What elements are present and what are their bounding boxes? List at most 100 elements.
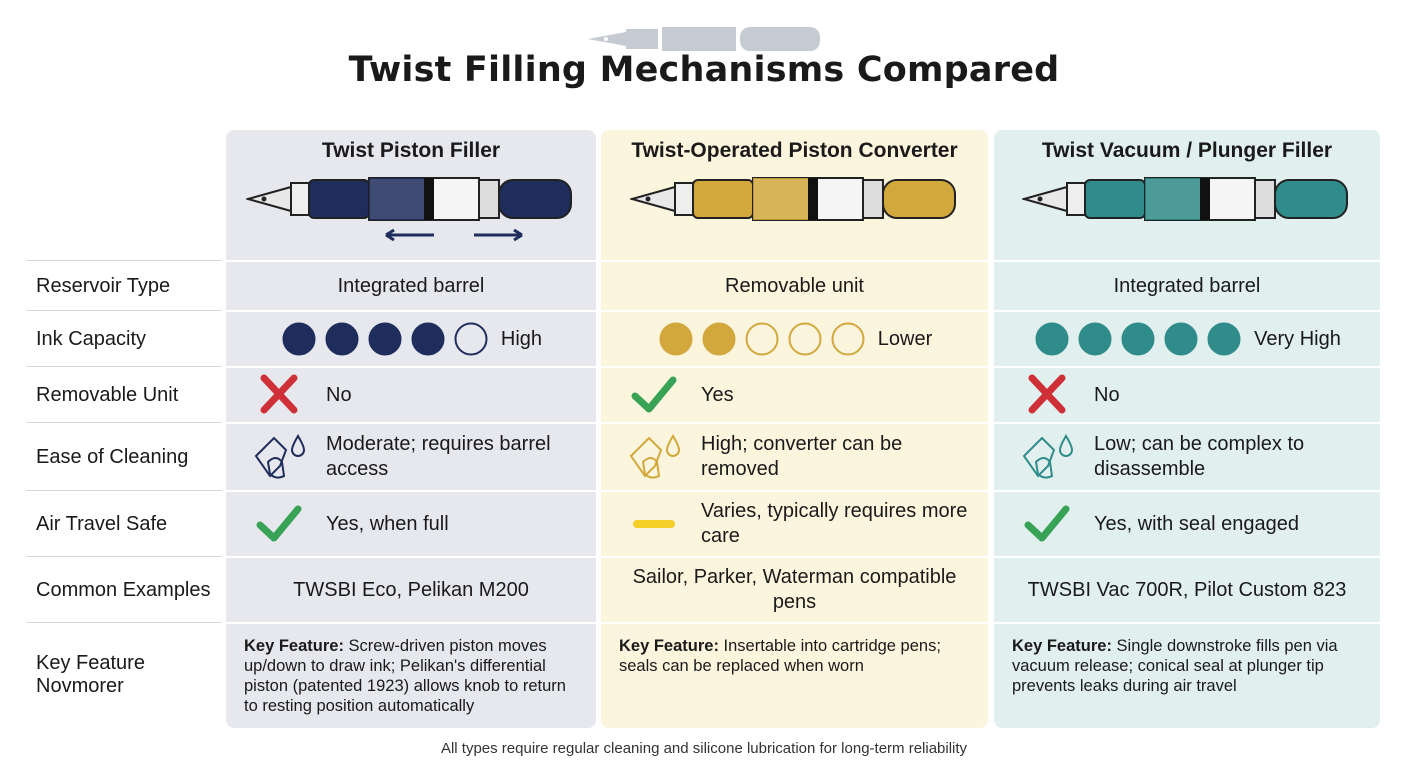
capacity-dot [702,322,736,356]
row-separator [26,422,1382,424]
cell-text: High [501,327,542,352]
cell-text: Key Feature: Single downstroke fills pen… [1012,636,1358,696]
cell-text: Varies, typically requires more care [701,499,971,549]
icon-part [260,374,298,414]
cell-value: TWSBI Eco, Pelikan M200 [293,578,529,601]
column-header: Twist-Operated Piston Converter [631,139,958,162]
pen-part [1145,178,1200,220]
icon-cleaning [629,434,681,479]
cell-value: Sailor, Parker, Waterman compatible pens [632,566,957,613]
pen-logo [588,27,820,51]
pen-part [1254,179,1276,219]
column-background [226,130,596,728]
icon-part [1028,374,1066,414]
table-cell: Moderate; requires barrel access [226,424,596,490]
pen-part [1084,179,1146,219]
icon-part [631,376,677,413]
row-separator [26,366,1382,368]
cell-value: Low; can be complex to disassemble [1094,433,1305,480]
row-separator [26,366,222,367]
row-separator [26,556,1382,558]
icon-part [1022,436,1056,478]
table-cell: Sailor, Parker, Waterman compatible pens [601,558,988,622]
cell-text: Integrated barrel [338,274,485,299]
row-separator [26,260,1382,262]
capacity-dots [659,322,865,356]
row-separator [26,260,222,261]
cell-text: Low; can be complex to disassemble [1094,432,1364,482]
pen-part [290,182,310,216]
table-cell: Removable unit [601,262,988,310]
icon-part [256,505,302,542]
title: Twist Filling Mechanisms Compared [348,50,1060,90]
cell-text: Integrated barrel [1114,274,1261,299]
row-label: Key Feature Novmorer [36,652,145,697]
table-cell: Lower [601,312,988,366]
capacity-dot [1035,322,1069,356]
row-separator [26,622,222,623]
cell-text: TWSBI Eco, Pelikan M200 [293,578,529,603]
cell-value: Varies, typically requires more care [701,500,968,547]
capacity-dot [282,322,316,356]
pen-part [691,179,754,219]
pen-part [369,178,424,220]
icon-part [290,434,306,457]
icon-part [641,457,661,479]
table-cell: Integrated barrel [226,262,596,310]
cell-text: TWSBI Vac 700R, Pilot Custom 823 [1028,578,1347,603]
capacity-dot [1207,322,1241,356]
pen-part [752,178,808,220]
cell-text: Yes [701,383,734,408]
icon-dash [633,520,675,528]
key-feature-label: Key Feature: [1012,637,1112,655]
cell-value: Yes [701,383,734,406]
key-feature-label: Key Feature: [619,637,719,655]
pen-part [861,179,884,219]
row-separator [26,490,222,491]
row-label: Reservoir Type [36,274,171,297]
row-separator [26,622,1382,624]
cell-value: Moderate; requires barrel access [326,433,551,480]
pen-part [1274,179,1348,219]
cell-value: No [326,383,352,406]
cell-value: Screw-driven piston moves up/down to dra… [244,637,566,715]
icon-part [266,457,286,479]
cell-value: Lower [877,327,933,350]
table-cell: No [994,368,1380,422]
cell-value: TWSBI Vac 700R, Pilot Custom 823 [1027,578,1347,601]
table-cell: TWSBI Eco, Pelikan M200 [226,558,596,622]
table-cell: Yes [601,368,988,422]
pen-part [881,179,956,219]
footer-note: All types require regular cleaning and s… [440,740,968,757]
cell-text: Very High [1254,327,1341,352]
pen-illustration [1022,177,1348,221]
icon-check [1024,505,1070,542]
capacity-dot [745,322,779,356]
icon-part [1034,457,1054,479]
capacity-dot [325,322,359,356]
icon-check [631,376,677,413]
row-separator [26,556,222,557]
cell-text: Moderate; requires barrel access [326,432,586,482]
table-cell: Very High [994,312,1380,366]
table-cell: Low; can be complex to disassemble [994,424,1380,490]
row-separator [26,310,222,311]
pen-part [498,179,572,219]
capacity-dots [282,322,488,356]
table-cell: Integrated barrel [994,262,1380,310]
row-label: Air Travel Safe [36,512,168,535]
pen-part [629,185,676,213]
pen-part [385,228,523,242]
capacity-dot [454,322,488,356]
pen-part [807,178,818,220]
cell-text: No [326,383,352,408]
column-background [994,130,1380,728]
table-cell: Key Feature: Screw-driven piston moves u… [226,624,596,726]
table-cell: No [226,368,596,422]
capacity-dot [831,322,865,356]
capacity-dot [1121,322,1155,356]
pen-part [308,179,370,219]
row-separator [26,422,222,423]
cell-text: Lower [878,327,932,352]
